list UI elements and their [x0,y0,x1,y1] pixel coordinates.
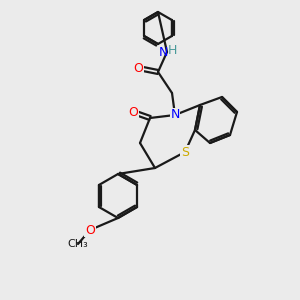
Text: S: S [181,146,189,158]
Text: O: O [128,106,138,118]
Text: CH₃: CH₃ [68,239,88,249]
Text: H: H [167,44,177,58]
Text: O: O [85,224,95,236]
Text: N: N [170,109,180,122]
Text: N: N [158,46,168,59]
Text: O: O [133,61,143,74]
